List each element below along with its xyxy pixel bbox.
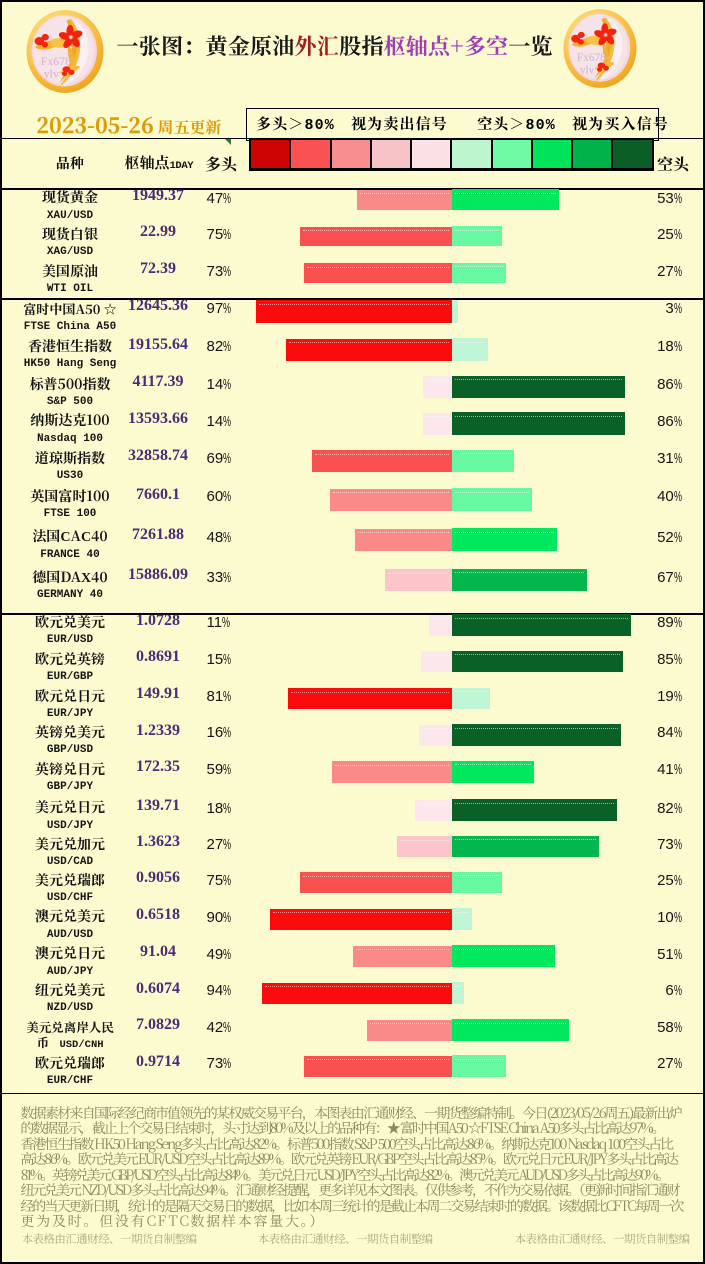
svg-text:ylv: ylv: [44, 67, 59, 81]
svg-text:Fx678: Fx678: [577, 52, 606, 64]
svg-text:ylv: ylv: [580, 64, 595, 76]
svg-text:Fx678: Fx678: [41, 54, 71, 68]
